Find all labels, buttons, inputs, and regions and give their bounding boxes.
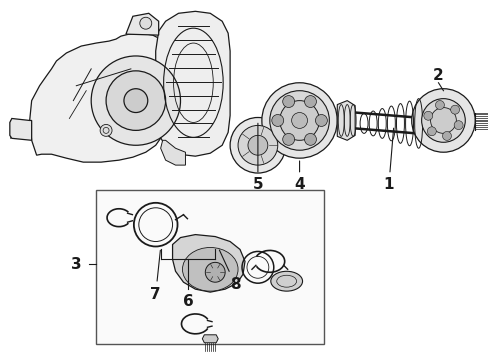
Polygon shape: [337, 100, 355, 140]
Circle shape: [316, 114, 327, 126]
Circle shape: [272, 114, 284, 126]
Circle shape: [427, 127, 436, 136]
Text: 4: 4: [294, 161, 305, 193]
Circle shape: [283, 134, 294, 145]
Circle shape: [424, 111, 433, 120]
Circle shape: [140, 17, 152, 29]
Circle shape: [451, 105, 460, 114]
Polygon shape: [172, 235, 245, 292]
Circle shape: [454, 121, 463, 130]
Text: 3: 3: [71, 257, 82, 272]
Text: 8: 8: [220, 250, 241, 292]
Polygon shape: [202, 335, 218, 343]
Circle shape: [270, 91, 329, 150]
Circle shape: [91, 56, 180, 145]
Circle shape: [442, 131, 451, 140]
Text: 6: 6: [183, 293, 194, 309]
Polygon shape: [161, 140, 185, 165]
Circle shape: [421, 99, 465, 142]
Ellipse shape: [271, 271, 302, 291]
Circle shape: [292, 113, 308, 129]
Circle shape: [436, 100, 444, 109]
Circle shape: [305, 96, 317, 108]
Circle shape: [230, 117, 286, 173]
Ellipse shape: [182, 247, 238, 291]
Circle shape: [262, 83, 337, 158]
Polygon shape: [156, 11, 230, 156]
Circle shape: [100, 125, 112, 136]
Circle shape: [106, 71, 166, 130]
Circle shape: [280, 100, 319, 140]
Circle shape: [305, 134, 317, 145]
Polygon shape: [30, 33, 171, 162]
Circle shape: [431, 108, 456, 133]
Polygon shape: [10, 118, 32, 140]
Text: 2: 2: [433, 68, 444, 83]
Text: 1: 1: [384, 128, 394, 193]
Circle shape: [412, 89, 475, 152]
Text: 7: 7: [150, 250, 161, 302]
Polygon shape: [126, 13, 159, 35]
Circle shape: [205, 262, 225, 282]
Circle shape: [283, 96, 294, 108]
Text: 5: 5: [252, 123, 263, 193]
Circle shape: [238, 125, 278, 165]
Bar: [96, 190, 324, 344]
Circle shape: [248, 135, 268, 155]
Circle shape: [124, 89, 148, 113]
